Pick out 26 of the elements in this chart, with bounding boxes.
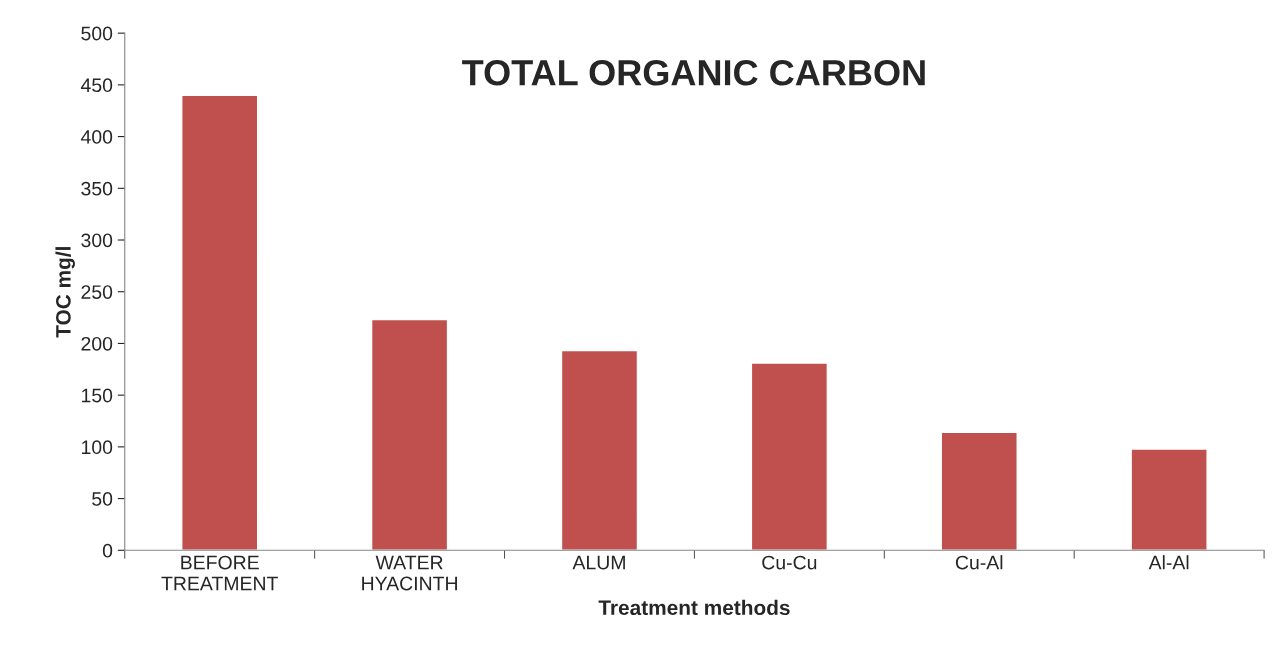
bar xyxy=(940,431,1018,551)
x-tick-label: Cu-Cu xyxy=(762,555,817,570)
y-tick-label: 500 xyxy=(81,26,113,41)
x-tick-label: Al-Al xyxy=(1148,555,1189,570)
y-tick-label: 150 xyxy=(81,388,113,403)
bar xyxy=(1130,448,1208,551)
y-tick-label: 400 xyxy=(80,130,113,144)
y-tick-label: 200 xyxy=(81,336,113,351)
bar xyxy=(560,349,639,551)
y-tick-label: 350 xyxy=(81,181,113,196)
y-tick-label: 100 xyxy=(81,440,113,455)
y-axis-title: TOC mg/l xyxy=(55,247,75,338)
x-tick-label: WATER HYACINTH xyxy=(362,555,457,591)
x-tick-label: BEFORE TREATMENT xyxy=(161,555,278,591)
y-tick-label: 300 xyxy=(81,233,113,248)
x-axis-title: Treatment methods xyxy=(598,599,790,616)
text: TOTAL ORGANIC CARBON xyxy=(462,59,925,86)
bar xyxy=(181,94,259,551)
bar xyxy=(750,362,829,551)
y-tick-label: 0 xyxy=(102,543,113,558)
x-tick-label: ALUM xyxy=(572,555,625,570)
y-tick-label: 450 xyxy=(80,78,113,93)
y-tick-label: 250 xyxy=(81,285,113,299)
x-tick-label: Cu-Al xyxy=(955,555,1003,570)
bar xyxy=(370,318,449,551)
y-tick-label: 50 xyxy=(92,492,113,506)
